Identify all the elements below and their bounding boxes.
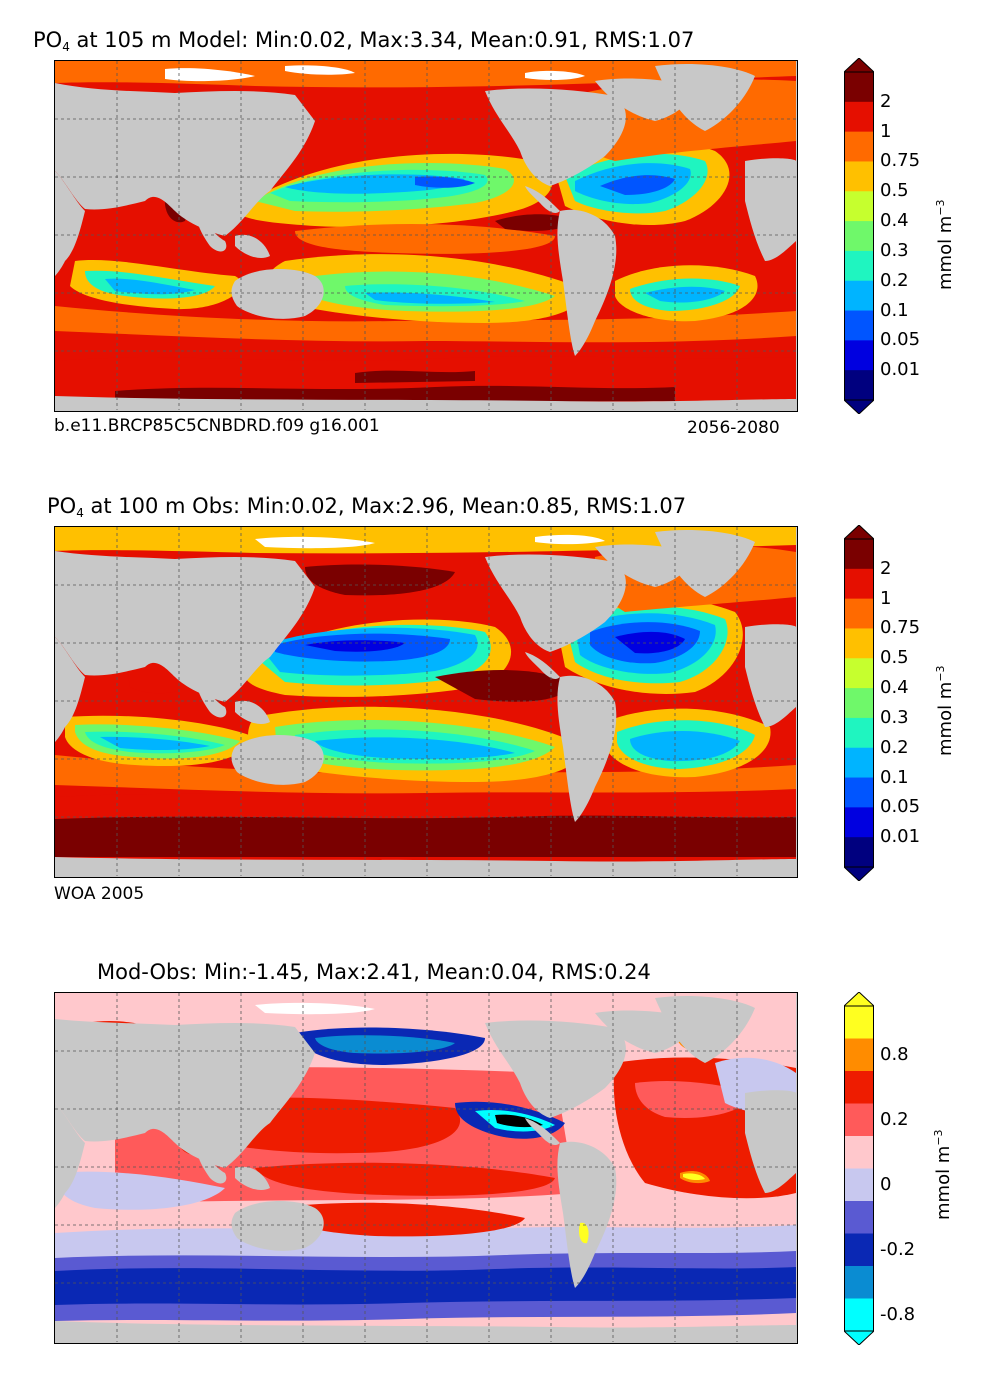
colorbar-segment xyxy=(844,340,874,371)
colorbar-tick-label: 0.8 xyxy=(880,1043,909,1065)
colorbar-tick-label: 0.05 xyxy=(880,329,921,351)
panel2-map xyxy=(54,526,798,878)
colorbar-tick-label: 1 xyxy=(880,587,892,609)
colorbar-tick-label: 2 xyxy=(880,557,892,579)
panel1-colorbar xyxy=(842,57,876,418)
colorbar-segment xyxy=(844,72,874,103)
colorbar-tick-label: 0.2 xyxy=(880,1108,909,1130)
panel1-title: PO4 at 105 m Model: Min:0.02, Max:3.34, … xyxy=(33,28,695,54)
colorbar-tick-label: 0.75 xyxy=(880,617,921,639)
colorbar-tick-label: -0.2 xyxy=(880,1238,916,1260)
colorbar-segment xyxy=(844,837,874,868)
colorbar-tick-label: 0.05 xyxy=(880,796,921,818)
panel3-map xyxy=(54,992,798,1344)
panel1-unit-label: mmol m−3 xyxy=(934,199,956,290)
colorbar-bottom-extend xyxy=(842,399,876,415)
colorbar-segment xyxy=(844,747,874,779)
colorbar-segment xyxy=(844,191,874,222)
panel2-title: PO4 at 100 m Obs: Min:0.02, Max:2.96, Me… xyxy=(47,494,687,520)
colorbar-top-extend xyxy=(842,57,876,73)
colorbar-segment xyxy=(844,1136,874,1169)
colorbar-segment xyxy=(844,807,874,838)
panel3-colorbar xyxy=(842,991,876,1349)
panel2-colorbar xyxy=(842,524,876,885)
colorbar-tick-label: 0 xyxy=(880,1173,892,1195)
panel3-title: Mod-Obs: Min:-1.45, Max:2.41, Mean:0.04,… xyxy=(97,960,651,984)
colorbar-segment xyxy=(844,161,874,192)
colorbar-segment xyxy=(844,568,874,600)
colorbar-segment xyxy=(844,1201,874,1234)
colorbar-segment xyxy=(844,777,874,808)
colorbar-segment xyxy=(844,1266,874,1299)
colorbar-tick-label: 0.5 xyxy=(880,647,909,669)
colorbar-segment xyxy=(844,1006,874,1039)
colorbar-segment xyxy=(844,1103,874,1137)
colorbar-segment xyxy=(844,1071,874,1104)
colorbar-tick-label: 0.75 xyxy=(880,150,921,172)
panel1-caption-right: 2056-2080 xyxy=(687,418,780,438)
colorbar-segment xyxy=(844,310,874,341)
colorbar-segment xyxy=(844,370,874,401)
colorbar-top-extend xyxy=(842,524,876,540)
colorbar-segment xyxy=(844,628,874,659)
colorbar-segment xyxy=(844,1168,874,1202)
colorbar-tick-label: 0.5 xyxy=(880,180,909,202)
colorbar-segment xyxy=(844,598,874,629)
colorbar-segment xyxy=(844,688,874,719)
colorbar-segment xyxy=(844,1233,874,1267)
colorbar-segment xyxy=(844,101,874,133)
colorbar-segment xyxy=(844,717,874,749)
colorbar-tick-label: 0.3 xyxy=(880,239,909,261)
colorbar-segment xyxy=(844,1038,874,1072)
colorbar-bottom-extend xyxy=(842,866,876,882)
colorbar-tick-label: 0.2 xyxy=(880,736,909,758)
colorbar-tick-label: 1 xyxy=(880,120,892,142)
colorbar-segment xyxy=(844,1298,874,1332)
colorbar-segment xyxy=(844,280,874,312)
colorbar-segment xyxy=(844,539,874,570)
colorbar-segment xyxy=(844,250,874,282)
colorbar-tick-label: 0.01 xyxy=(880,359,921,381)
colorbar-tick-label: 0.2 xyxy=(880,269,909,291)
colorbar-tick-label: 0.01 xyxy=(880,826,921,848)
colorbar-tick-label: 0.4 xyxy=(880,210,909,232)
colorbar-segment xyxy=(844,131,874,162)
panel1-caption-left: b.e11.BRCP85C5CNBDRD.f09 g16.001 xyxy=(54,416,380,436)
panel3-unit-label: mmol m−3 xyxy=(932,1129,954,1220)
colorbar-bottom-extend xyxy=(842,1330,876,1346)
colorbar-segment xyxy=(844,221,874,252)
colorbar-tick-label: 2 xyxy=(880,90,892,112)
colorbar-segment xyxy=(844,658,874,689)
colorbar-tick-label: 0.1 xyxy=(880,766,909,788)
colorbar-tick-label: 0.4 xyxy=(880,677,909,699)
panel2-unit-label: mmol m−3 xyxy=(934,665,956,756)
colorbar-top-extend xyxy=(842,991,876,1007)
colorbar-tick-label: 0.3 xyxy=(880,706,909,728)
panel2-caption-left: WOA 2005 xyxy=(54,884,145,904)
colorbar-tick-label: 0.1 xyxy=(880,299,909,321)
colorbar-tick-label: -0.8 xyxy=(880,1303,916,1325)
panel1-map xyxy=(54,60,798,412)
